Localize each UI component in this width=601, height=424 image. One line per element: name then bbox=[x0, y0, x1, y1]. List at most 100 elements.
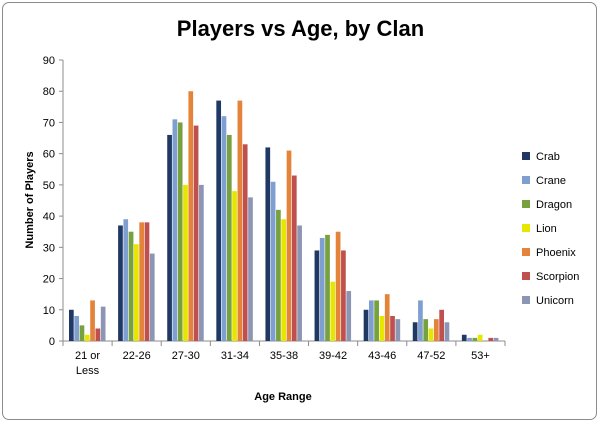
bar-phoenix-1 bbox=[139, 222, 145, 341]
bar-lion-4 bbox=[281, 219, 287, 341]
y-tick-label: 80 bbox=[43, 86, 55, 98]
bar-scorpion-3 bbox=[242, 144, 248, 341]
bar-phoenix-6 bbox=[384, 294, 390, 341]
bar-dragon-2 bbox=[177, 122, 183, 341]
chart-bars bbox=[69, 91, 499, 341]
chart-title: Players vs Age, by Clan bbox=[176, 16, 425, 41]
bar-scorpion-1 bbox=[144, 222, 150, 341]
bar-unicorn-8 bbox=[493, 337, 499, 341]
x-tick-label: 21 or Less bbox=[75, 350, 100, 377]
y-tick-label: 30 bbox=[43, 242, 55, 254]
bar-unicorn-6 bbox=[395, 319, 401, 341]
bar-dragon-0 bbox=[79, 325, 85, 341]
legend-swatch-phoenix bbox=[522, 248, 530, 256]
bar-lion-2 bbox=[183, 184, 188, 341]
bar-scorpion-8 bbox=[488, 337, 494, 341]
bar-crab-5 bbox=[314, 250, 320, 341]
bar-lion-5 bbox=[330, 281, 336, 341]
x-axis-title: Age Range bbox=[254, 391, 311, 403]
x-tick-label: 53+ bbox=[471, 350, 490, 362]
bar-crab-3 bbox=[216, 100, 222, 341]
legend-swatch-lion bbox=[522, 224, 530, 232]
legend-label-crab: Crab bbox=[536, 151, 560, 163]
bar-scorpion-6 bbox=[390, 316, 395, 341]
x-tick-label: 39-42 bbox=[319, 350, 347, 362]
chart-frame bbox=[2, 2, 597, 420]
bar-dragon-5 bbox=[325, 234, 330, 341]
legend-swatch-unicorn bbox=[522, 296, 530, 304]
bar-unicorn-7 bbox=[444, 322, 450, 341]
x-tick-labels: 21 or Less 22-26 27-30 31-34 35-38 39-42 43-46 4… bbox=[75, 350, 490, 377]
bar-crab-0 bbox=[69, 309, 74, 341]
bar-scorpion-5 bbox=[341, 250, 346, 341]
legend-swatch-dragon bbox=[522, 200, 530, 208]
y-tick-label: 50 bbox=[43, 180, 55, 192]
y-tick-label: 10 bbox=[43, 305, 55, 317]
legend-swatch-crane bbox=[522, 176, 530, 184]
legend-label-scorpion: Scorpion bbox=[536, 271, 579, 283]
bar-crane-8 bbox=[467, 337, 472, 341]
bar-unicorn-1 bbox=[149, 253, 155, 341]
bar-crab-2 bbox=[167, 134, 172, 341]
x-tick-label: 43-46 bbox=[368, 350, 396, 362]
bar-unicorn-3 bbox=[248, 197, 253, 341]
bar-dragon-8 bbox=[472, 337, 478, 341]
legend-swatch-scorpion bbox=[522, 272, 530, 280]
y-tick-label: 70 bbox=[43, 117, 55, 129]
bar-dragon-4 bbox=[276, 209, 281, 341]
chart-legend: Crab Crane Dragon Lion Phoenix Scorpion Unicor… bbox=[522, 151, 579, 307]
bar-lion-3 bbox=[232, 191, 237, 341]
x-tick-label: 47-52 bbox=[417, 350, 445, 362]
bar-crane-6 bbox=[368, 300, 374, 341]
bar-crane-0 bbox=[74, 316, 79, 341]
bar-lion-8 bbox=[477, 334, 483, 341]
x-tick-label: 31-34 bbox=[221, 350, 249, 362]
bar-lion-0 bbox=[84, 334, 90, 341]
bar-crab-1 bbox=[118, 225, 123, 341]
bar-lion-7 bbox=[428, 328, 434, 341]
y-axis-title: Number of Players bbox=[24, 151, 36, 248]
bar-crane-2 bbox=[172, 119, 178, 341]
bar-scorpion-7 bbox=[439, 309, 444, 341]
y-tick-label: 60 bbox=[43, 149, 55, 161]
legend-label-crane: Crane bbox=[536, 175, 566, 187]
bar-scorpion-2 bbox=[193, 125, 199, 341]
bar-dragon-1 bbox=[128, 231, 134, 341]
bar-crab-4 bbox=[265, 147, 271, 341]
y-tick-label: 20 bbox=[43, 274, 55, 286]
legend-swatch-crab bbox=[522, 152, 530, 160]
bar-crab-8 bbox=[461, 334, 467, 341]
legend-label-phoenix: Phoenix bbox=[536, 247, 576, 259]
y-tick-label: 90 bbox=[43, 55, 55, 67]
bar-crane-4 bbox=[270, 181, 276, 341]
legend-label-dragon: Dragon bbox=[536, 199, 572, 211]
bar-phoenix-0 bbox=[90, 300, 95, 341]
y-tick-label: 0 bbox=[49, 336, 55, 348]
bar-crab-7 bbox=[412, 322, 418, 341]
bar-crane-7 bbox=[418, 300, 423, 341]
bar-scorpion-4 bbox=[291, 175, 297, 341]
bar-phoenix-7 bbox=[433, 319, 439, 341]
bar-crab-6 bbox=[363, 309, 369, 341]
bar-unicorn-0 bbox=[100, 306, 106, 341]
y-tick-label: 40 bbox=[43, 211, 55, 223]
bar-lion-6 bbox=[379, 316, 385, 341]
y-tick-labels: 0 10 20 30 40 50 60 70 80 90 bbox=[43, 55, 55, 348]
bar-phoenix-3 bbox=[237, 100, 243, 341]
bar-dragon-7 bbox=[423, 319, 429, 341]
bar-unicorn-5 bbox=[346, 291, 352, 341]
bar-unicorn-4 bbox=[297, 225, 302, 341]
x-tick-label: 27-30 bbox=[172, 350, 200, 362]
bar-crane-1 bbox=[123, 219, 129, 341]
bar-crane-3 bbox=[221, 116, 227, 341]
bar-dragon-3 bbox=[226, 134, 232, 341]
bar-phoenix-4 bbox=[286, 150, 292, 341]
bar-unicorn-2 bbox=[199, 184, 204, 341]
legend-label-unicorn: Unicorn bbox=[536, 295, 574, 307]
bar-dragon-6 bbox=[374, 300, 379, 341]
legend-label-lion: Lion bbox=[536, 223, 557, 235]
x-tick-label: 22-26 bbox=[123, 350, 151, 362]
bar-phoenix-2 bbox=[188, 91, 194, 341]
bar-phoenix-5 bbox=[335, 231, 341, 341]
